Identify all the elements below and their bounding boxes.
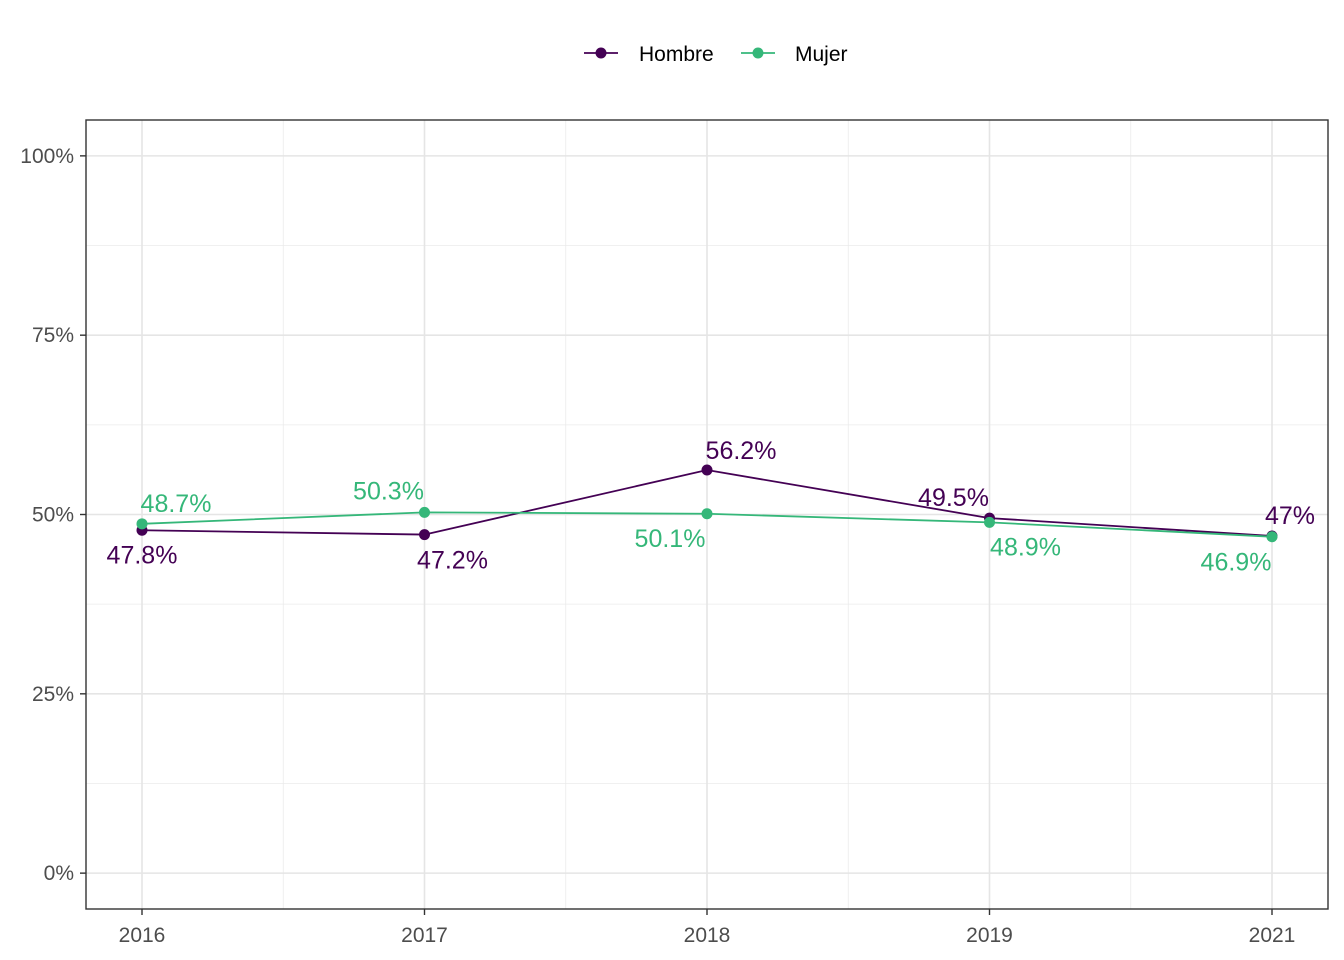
legend-item-mujer: Mujer [741, 43, 848, 66]
legend-key-point [752, 47, 764, 59]
legend-item-hombre: Hombre [584, 43, 714, 66]
x-tick-label: 2021 [1249, 924, 1296, 947]
data-point-mujer [984, 516, 995, 528]
x-tick-label: 2016 [119, 924, 166, 947]
x-tick-label: 2018 [684, 924, 731, 947]
data-label-hombre: 47% [1265, 502, 1315, 530]
legend-label: Mujer [795, 43, 848, 66]
data-label-mujer: 50.3% [353, 477, 424, 505]
data-point-mujer [136, 518, 148, 530]
data-label-mujer: 48.7% [141, 490, 212, 518]
data-point-mujer [701, 508, 713, 520]
data-label-hombre: 47.2% [417, 547, 488, 575]
y-tick-label: 25% [32, 683, 74, 706]
axes: 0% 25% 50% 75% 100% 2016 2017 2018 2019 2021 [20, 145, 1295, 947]
data-label-mujer: 46.9% [1201, 549, 1272, 577]
y-tick-label: 100% [20, 145, 74, 168]
x-tick-label: 2017 [401, 924, 448, 947]
data-label-hombre: 56.2% [706, 437, 777, 465]
data-label-hombre: 47.8% [107, 541, 178, 569]
data-point-hombre [419, 529, 430, 541]
legend-key-point [595, 47, 607, 59]
data-labels: 47.8% 47.2% 56.2% 49.5% 47% 48.7% 50.3% 50.1% 48… [107, 437, 1315, 577]
data-point-hombre [701, 464, 713, 476]
data-point-mujer [1266, 531, 1278, 543]
legend-label: Hombre [639, 43, 714, 66]
x-tick-label: 2019 [966, 924, 1013, 947]
series-layer [136, 464, 1278, 543]
y-tick-label: 0% [44, 862, 74, 885]
legend: Hombre Mujer [584, 43, 848, 66]
y-tick-label: 75% [32, 324, 74, 347]
data-label-mujer: 48.9% [990, 533, 1061, 561]
data-label-mujer: 50.1% [635, 525, 706, 553]
data-label-hombre: 49.5% [918, 484, 989, 512]
y-tick-label: 50% [32, 504, 74, 527]
data-point-mujer [419, 506, 430, 518]
